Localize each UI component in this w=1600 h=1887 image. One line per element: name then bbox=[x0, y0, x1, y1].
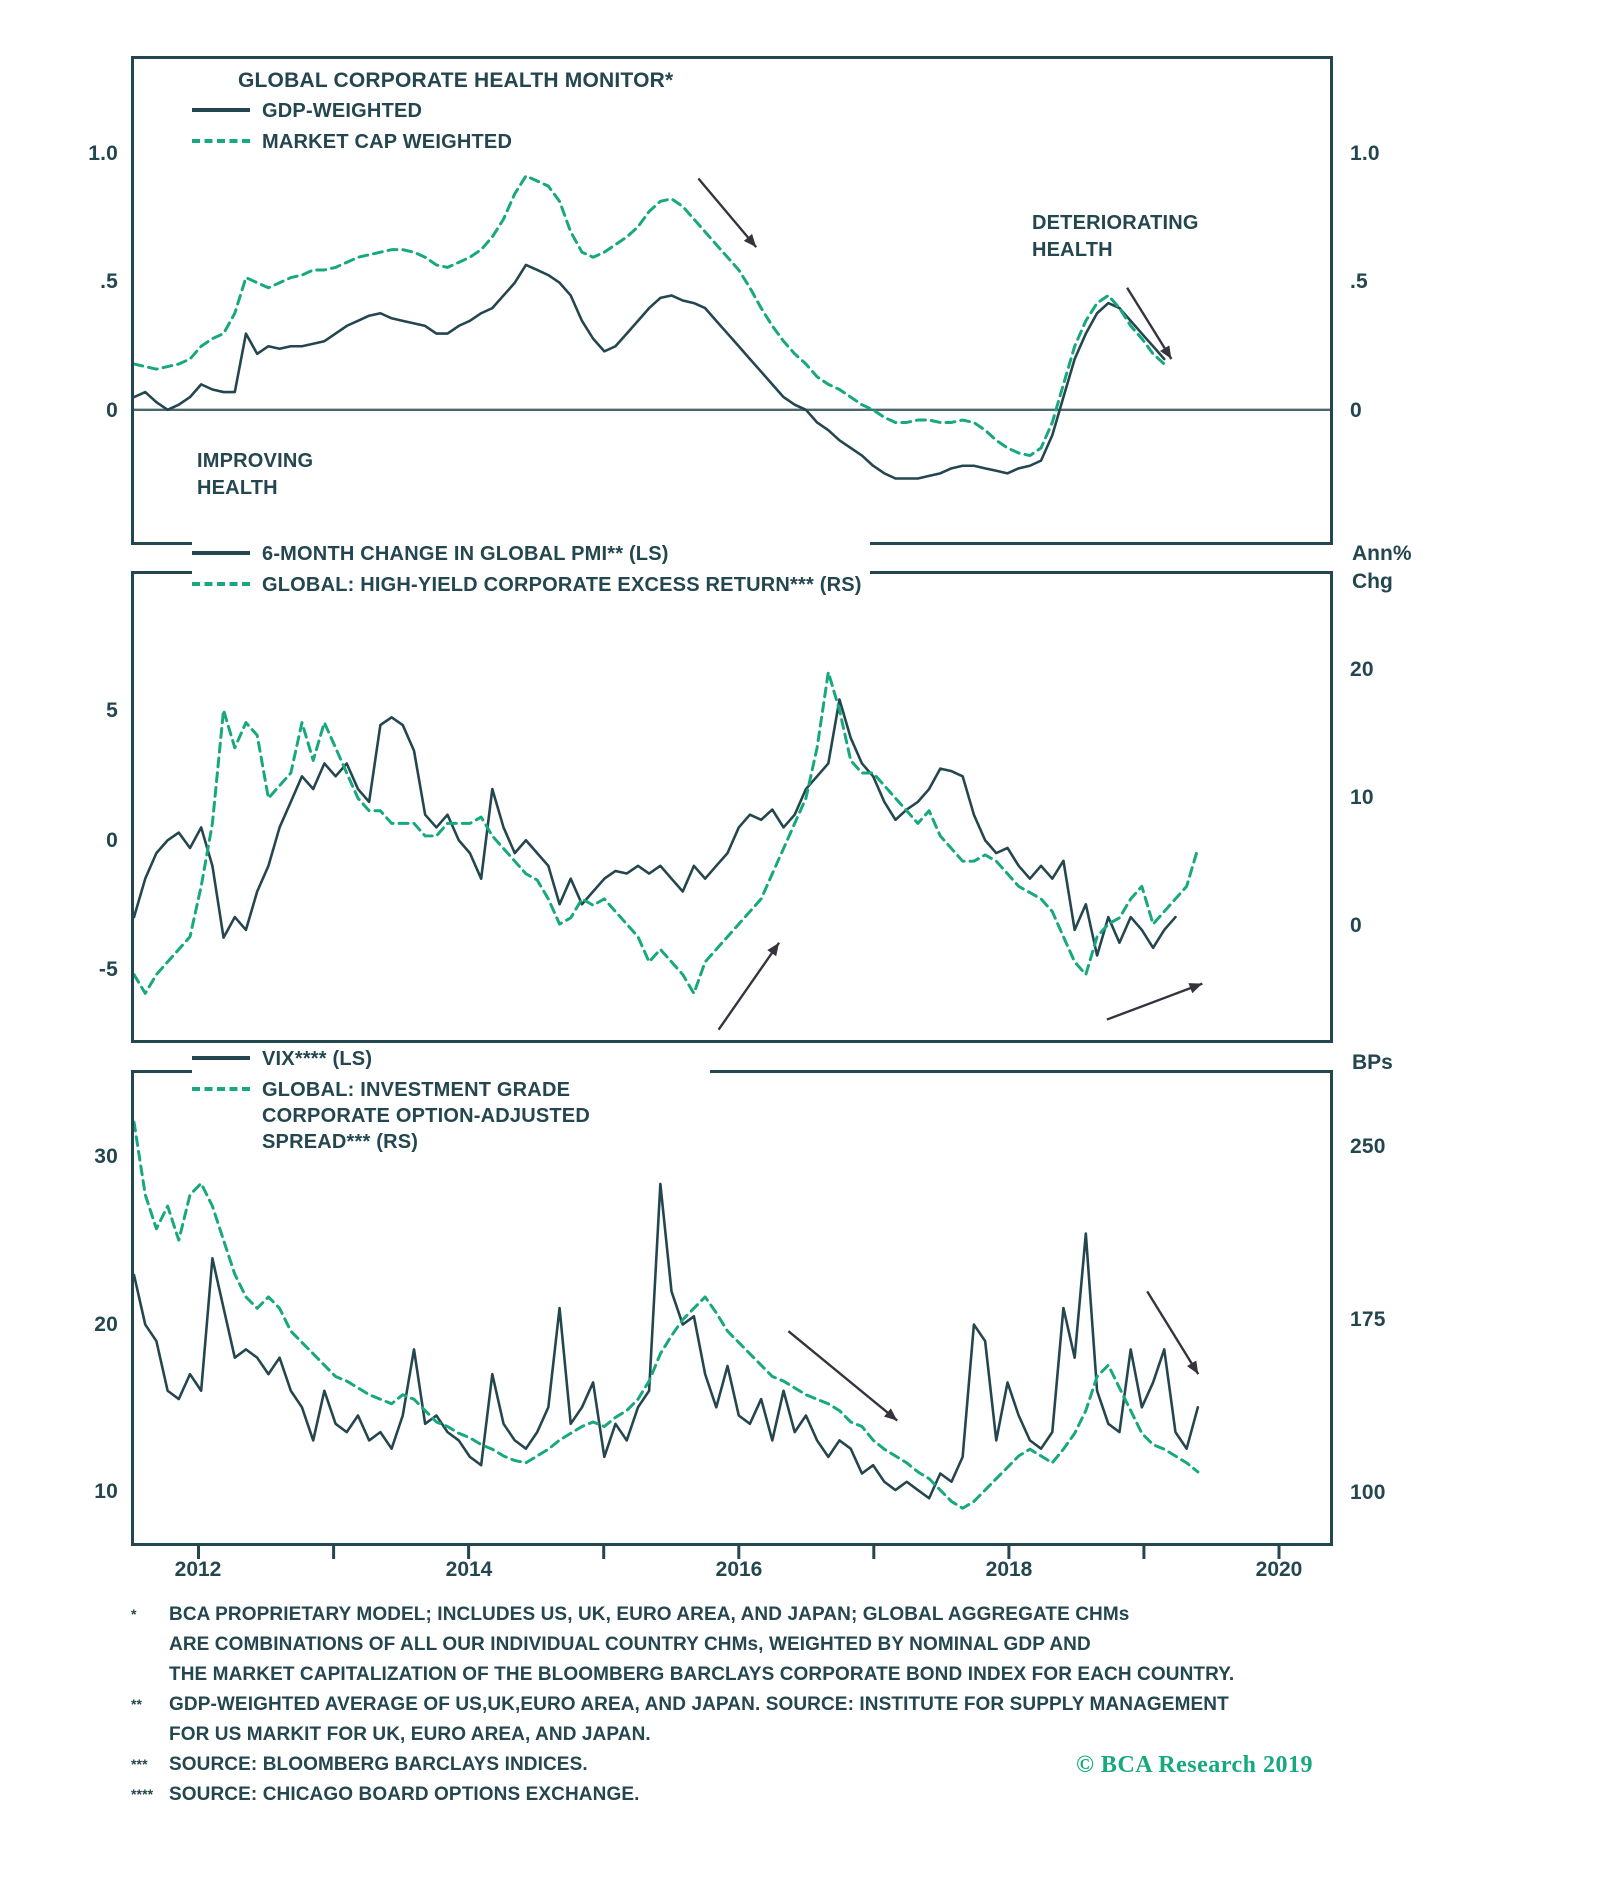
legend-entry-high-yield: GLOBAL: HIGH-YIELD CORPORATE EXCESS RETU… bbox=[192, 572, 862, 598]
y-tick-label: 20 bbox=[1350, 658, 1374, 681]
footnote-marker: **** bbox=[131, 1786, 154, 1802]
annotation-arrowhead bbox=[743, 233, 757, 248]
right-axis-unit: BPs bbox=[1352, 1051, 1393, 1074]
x-axis-ticks bbox=[131, 1544, 1333, 1562]
solid-line-sample bbox=[192, 1056, 250, 1060]
panel-pmi-high-yield bbox=[131, 571, 1333, 1043]
footnote-line: ** GDP-WEIGHTED AVERAGE OF US,UK,EURO AR… bbox=[131, 1690, 1521, 1720]
copyright-notice: © BCA Research 2019 bbox=[1076, 1752, 1313, 1778]
legend-entry-ig-oas: GLOBAL: INVESTMENT GRADE CORPORATE OPTIO… bbox=[192, 1077, 702, 1155]
annotation-arrow bbox=[1146, 1290, 1200, 1375]
y-tick-label: 0 bbox=[1350, 914, 1362, 937]
y-tick-label: 30 bbox=[94, 1145, 118, 1168]
panel1-plot bbox=[134, 174, 1330, 480]
annotation-arrowhead bbox=[883, 1408, 898, 1421]
panel1-legend: GLOBAL CORPORATE HEALTH MONITOR* GDP-WEI… bbox=[192, 69, 682, 162]
legend-label: 6-MONTH CHANGE IN GLOBAL PMI** (LS) bbox=[262, 543, 669, 565]
annotation-arrow bbox=[1106, 982, 1203, 1021]
footnote-marker: ** bbox=[131, 1696, 143, 1712]
x-tick-label: 2018 bbox=[985, 1558, 1033, 1581]
annotation-arrowhead bbox=[1188, 983, 1203, 994]
footnote-marker: *** bbox=[131, 1756, 148, 1772]
legend-label: GLOBAL: HIGH-YIELD CORPORATE EXCESS RETU… bbox=[262, 574, 862, 596]
y-tick-label: -5 bbox=[98, 958, 118, 981]
legend-entry-gdp-weighted: GDP-WEIGHTED bbox=[192, 98, 673, 124]
y-tick-label: 20 bbox=[94, 1313, 118, 1336]
footnote-line: FOR US MARKIT FOR UK, EURO AREA, AND JAP… bbox=[131, 1720, 1521, 1750]
x-tick-label: 2012 bbox=[174, 1558, 222, 1581]
y-tick-label: 0 bbox=[106, 399, 118, 422]
y-tick-label: 10 bbox=[1350, 786, 1374, 809]
panel2-legend: 6-MONTH CHANGE IN GLOBAL PMI** (LS) GLOB… bbox=[192, 541, 870, 605]
x-tick-label: 2014 bbox=[445, 1558, 493, 1581]
y-tick-label: 0 bbox=[106, 829, 118, 852]
legend-entry-market-cap-weighted: MARKET CAP WEIGHTED bbox=[192, 129, 673, 155]
series-line bbox=[134, 1120, 1200, 1510]
annotation-arrowhead bbox=[1160, 345, 1172, 359]
footnote-marker bbox=[131, 1660, 169, 1661]
annotation-arrow bbox=[697, 177, 758, 248]
footnote-marker: * bbox=[131, 1606, 137, 1622]
footnote-line: *** SOURCE: BLOOMBERG BARCLAYS INDICES. bbox=[131, 1750, 1521, 1780]
legend-entry-vix: VIX**** (LS) bbox=[192, 1046, 702, 1072]
solid-line-sample bbox=[192, 108, 250, 112]
panel3-plot bbox=[134, 1120, 1200, 1510]
footnote-line: * BCA PROPRIETARY MODEL; INCLUDES US, UK… bbox=[131, 1600, 1521, 1630]
footnote-line: THE MARKET CAPITALIZATION OF THE BLOOMBE… bbox=[131, 1660, 1521, 1690]
footnote-line: **** SOURCE: CHICAGO BOARD OPTIONS EXCHA… bbox=[131, 1780, 1521, 1810]
footnote-marker bbox=[131, 1630, 169, 1631]
x-tick-label: 2016 bbox=[715, 1558, 763, 1581]
y-tick-label: .5 bbox=[1350, 270, 1368, 293]
y-tick-label: 1.0 bbox=[88, 142, 118, 165]
chart-title: GLOBAL CORPORATE HEALTH MONITOR* bbox=[238, 69, 674, 92]
legend-label: VIX**** (LS) bbox=[262, 1048, 373, 1070]
annotation-arrow bbox=[1126, 287, 1173, 360]
series-line bbox=[134, 263, 1166, 480]
legend-entry-pmi: 6-MONTH CHANGE IN GLOBAL PMI** (LS) bbox=[192, 541, 862, 567]
y-tick-label: 0 bbox=[1350, 399, 1362, 422]
legend-label: GLOBAL: INVESTMENT GRADE CORPORATE OPTIO… bbox=[262, 1079, 590, 1153]
annotation-arrowhead bbox=[1187, 1360, 1199, 1375]
annotation-arrowhead bbox=[767, 942, 780, 957]
y-tick-label: 175 bbox=[1350, 1308, 1386, 1331]
footnote-line: ARE COMBINATIONS OF ALL OUR INDIVIDUAL C… bbox=[131, 1630, 1521, 1660]
series-line bbox=[134, 670, 1200, 995]
y-tick-label: 1.0 bbox=[1350, 142, 1380, 165]
dashed-line-sample bbox=[192, 1087, 250, 1091]
series-line bbox=[134, 1182, 1200, 1500]
panel2-plot bbox=[134, 670, 1203, 1031]
dashed-line-sample bbox=[192, 582, 250, 586]
footnote-marker bbox=[131, 1720, 169, 1721]
panel3-legend: VIX**** (LS) GLOBAL: INVESTMENT GRADE CO… bbox=[192, 1046, 710, 1162]
deteriorating-health-label: DETERIORATING HEALTH bbox=[1032, 212, 1199, 261]
series-line bbox=[134, 174, 1166, 458]
footnotes: * BCA PROPRIETARY MODEL; INCLUDES US, UK… bbox=[131, 1600, 1521, 1810]
y-tick-label: 100 bbox=[1350, 1481, 1386, 1504]
right-axis-unit: Ann% bbox=[1352, 542, 1412, 565]
y-tick-label: .5 bbox=[100, 270, 118, 293]
annotation-arrow bbox=[787, 1330, 899, 1422]
legend-label: MARKET CAP WEIGHTED bbox=[262, 131, 513, 153]
x-tick-label: 2020 bbox=[1255, 1558, 1303, 1581]
solid-line-sample bbox=[192, 551, 250, 555]
series-line bbox=[134, 698, 1177, 957]
annotation-arrow bbox=[717, 942, 781, 1031]
y-tick-label: 10 bbox=[94, 1480, 118, 1503]
dashed-line-sample bbox=[192, 139, 250, 143]
right-axis-unit: Chg bbox=[1352, 570, 1393, 593]
y-tick-label: 5 bbox=[106, 699, 118, 722]
improving-health-label: IMPROVING HEALTH bbox=[197, 450, 314, 499]
legend-label: GDP-WEIGHTED bbox=[262, 100, 423, 122]
y-tick-label: 250 bbox=[1350, 1135, 1386, 1158]
